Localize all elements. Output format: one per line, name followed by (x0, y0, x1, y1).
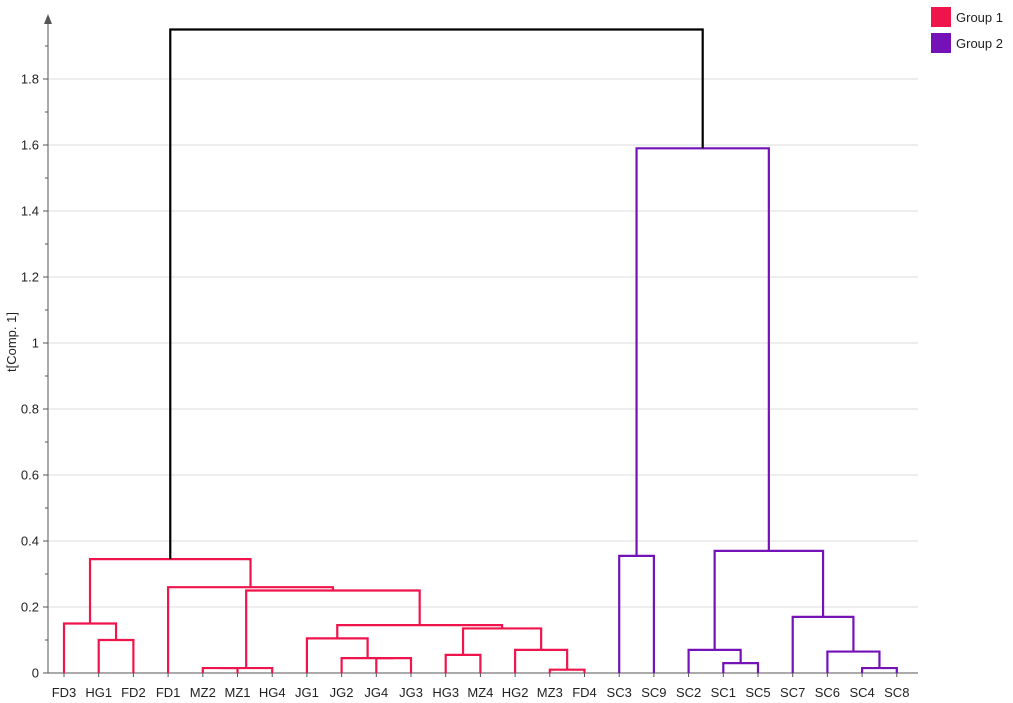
leaf-label: MZ3 (537, 685, 563, 700)
legend-label-group-1: Group 1 (956, 9, 1003, 25)
y-tick-labels: 0 0.2 0.4 0.6 0.8 1 1.2 1.4 1.6 1.8 (21, 72, 39, 681)
dendrogram-links (62, 28, 898, 673)
dendrogram-link (444, 653, 482, 673)
grid-lines (48, 78, 918, 608)
leaf-label: JG1 (295, 685, 319, 700)
dendrogram-link (687, 648, 742, 673)
dendrogram-link (169, 28, 704, 560)
dendrogram-link (336, 624, 504, 639)
dendrogram-link (713, 549, 825, 650)
leaf-label: SC7 (780, 685, 805, 700)
leaf-label: HG3 (432, 685, 459, 700)
y-tick-label: 0.2 (21, 600, 39, 615)
legend-item-group-2: Group 2 (931, 30, 1003, 56)
leaf-label: MZ2 (190, 685, 216, 700)
dendrogram-link (245, 589, 421, 669)
y-tick-label: 0.6 (21, 468, 39, 483)
dendrogram-link (305, 637, 369, 673)
leaf-label: SC5 (745, 685, 770, 700)
leaf-label: HG4 (259, 685, 286, 700)
leaf-label: SC9 (641, 685, 666, 700)
dendrogram-link (861, 666, 898, 673)
leaf-label: FD4 (572, 685, 597, 700)
leaf-label: HG2 (502, 685, 529, 700)
legend: Group 1 Group 2 (931, 4, 1003, 56)
leaf-label: SC2 (676, 685, 701, 700)
dendrogram-link (722, 662, 760, 673)
leaf-label: FD3 (52, 685, 77, 700)
leaf-label: JG2 (330, 685, 354, 700)
dendrogram-link (97, 638, 135, 673)
y-tick-label: 1 (32, 336, 39, 351)
dendrogram-link (62, 622, 118, 673)
legend-label-group-2: Group 2 (956, 35, 1003, 51)
leaf-label: SC6 (815, 685, 840, 700)
dendrogram-link (826, 650, 881, 673)
y-tick-label: 0.4 (21, 534, 39, 549)
dendrogram-link (340, 657, 394, 673)
leaf-label: JG3 (399, 685, 423, 700)
leaf-label: FD2 (121, 685, 146, 700)
dendrogram-link (618, 554, 655, 673)
y-tick-label: 1.8 (21, 72, 39, 87)
legend-swatch-group-2 (931, 33, 951, 53)
y-tick-label: 0.8 (21, 402, 39, 417)
leaf-labels: FD3 HG1 FD2 FD1 MZ2 MZ1 HG4 JG1 JG2 JG4 JG3 HG3 MZ4 H… (52, 685, 910, 700)
dendrogram-link (167, 586, 335, 673)
leaf-label: SC3 (607, 685, 632, 700)
legend-item-group-1: Group 1 (931, 4, 1003, 30)
y-axis-title: t[Comp. 1] (4, 312, 19, 372)
y-tick-label: 1.4 (21, 204, 39, 219)
leaf-label: SC4 (849, 685, 874, 700)
leaf-label: SC8 (884, 685, 909, 700)
leaf-label: MZ1 (225, 685, 251, 700)
y-tick-label: 1.2 (21, 270, 39, 285)
leaf-label: HG1 (85, 685, 112, 700)
dendrogram-link (375, 657, 413, 673)
dendrogram-link (220, 666, 274, 673)
dendrogram-link (88, 558, 252, 624)
y-axis-arrow (44, 14, 52, 24)
leaf-label: JG4 (364, 685, 388, 700)
y-tick-label: 0 (32, 666, 39, 681)
leaf-label: FD1 (156, 685, 181, 700)
y-tick-label: 1.6 (21, 138, 39, 153)
dendrogram-link (791, 615, 855, 673)
legend-swatch-group-1 (931, 7, 951, 27)
axes (43, 14, 918, 677)
leaf-label: MZ4 (467, 685, 493, 700)
leaf-label: SC1 (711, 685, 736, 700)
dendrogram-link (635, 147, 770, 556)
